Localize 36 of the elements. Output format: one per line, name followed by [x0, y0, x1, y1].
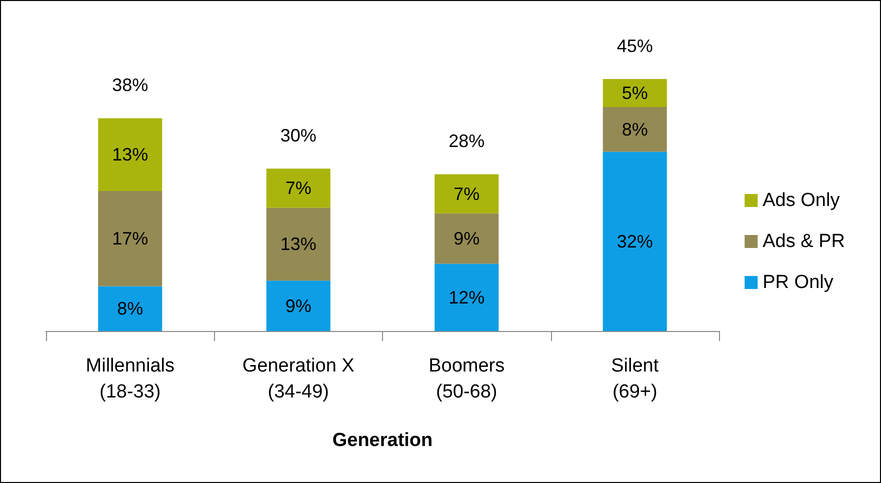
x-tick-label: Silent (69+): [611, 356, 660, 402]
x-axis-title: Generation: [332, 430, 433, 451]
data-label: 7%: [285, 178, 312, 198]
x-tick-label: Generation X (34-49): [242, 356, 355, 402]
legend-label: Ads Only: [762, 190, 840, 211]
legend-label: Ads & PR: [762, 231, 846, 252]
total-label: 45%: [616, 36, 653, 56]
bar: [602, 107, 667, 152]
total-label: 38%: [112, 75, 148, 96]
bar: [98, 286, 162, 331]
data-label: 13%: [280, 234, 316, 254]
bar: [434, 174, 499, 214]
legend-label: PR Only: [762, 272, 834, 293]
data-label: 5%: [622, 83, 648, 103]
bar: [602, 152, 667, 331]
bar: [266, 280, 330, 331]
bar: [266, 168, 330, 208]
data-label: 9%: [285, 296, 312, 316]
data-label: 9%: [454, 228, 480, 249]
total-label: 30%: [280, 126, 316, 146]
data-label: 7%: [454, 184, 480, 204]
bar: [434, 264, 499, 331]
bar: [434, 213, 499, 264]
total-label: 28%: [448, 131, 485, 152]
data-label: 17%: [112, 228, 148, 249]
data-label: 13%: [112, 144, 148, 165]
data-label: 32%: [616, 231, 653, 252]
data-label: 8%: [117, 298, 144, 319]
x-tick-label: Millennials (18-33): [86, 356, 174, 402]
data-label: 12%: [448, 287, 485, 308]
bar: [266, 208, 330, 281]
x-tick-label: Boomers (50-68): [428, 356, 505, 402]
bar: [98, 118, 162, 191]
bar: [602, 79, 667, 107]
bar: [98, 191, 162, 286]
data-label: 8%: [622, 119, 648, 140]
